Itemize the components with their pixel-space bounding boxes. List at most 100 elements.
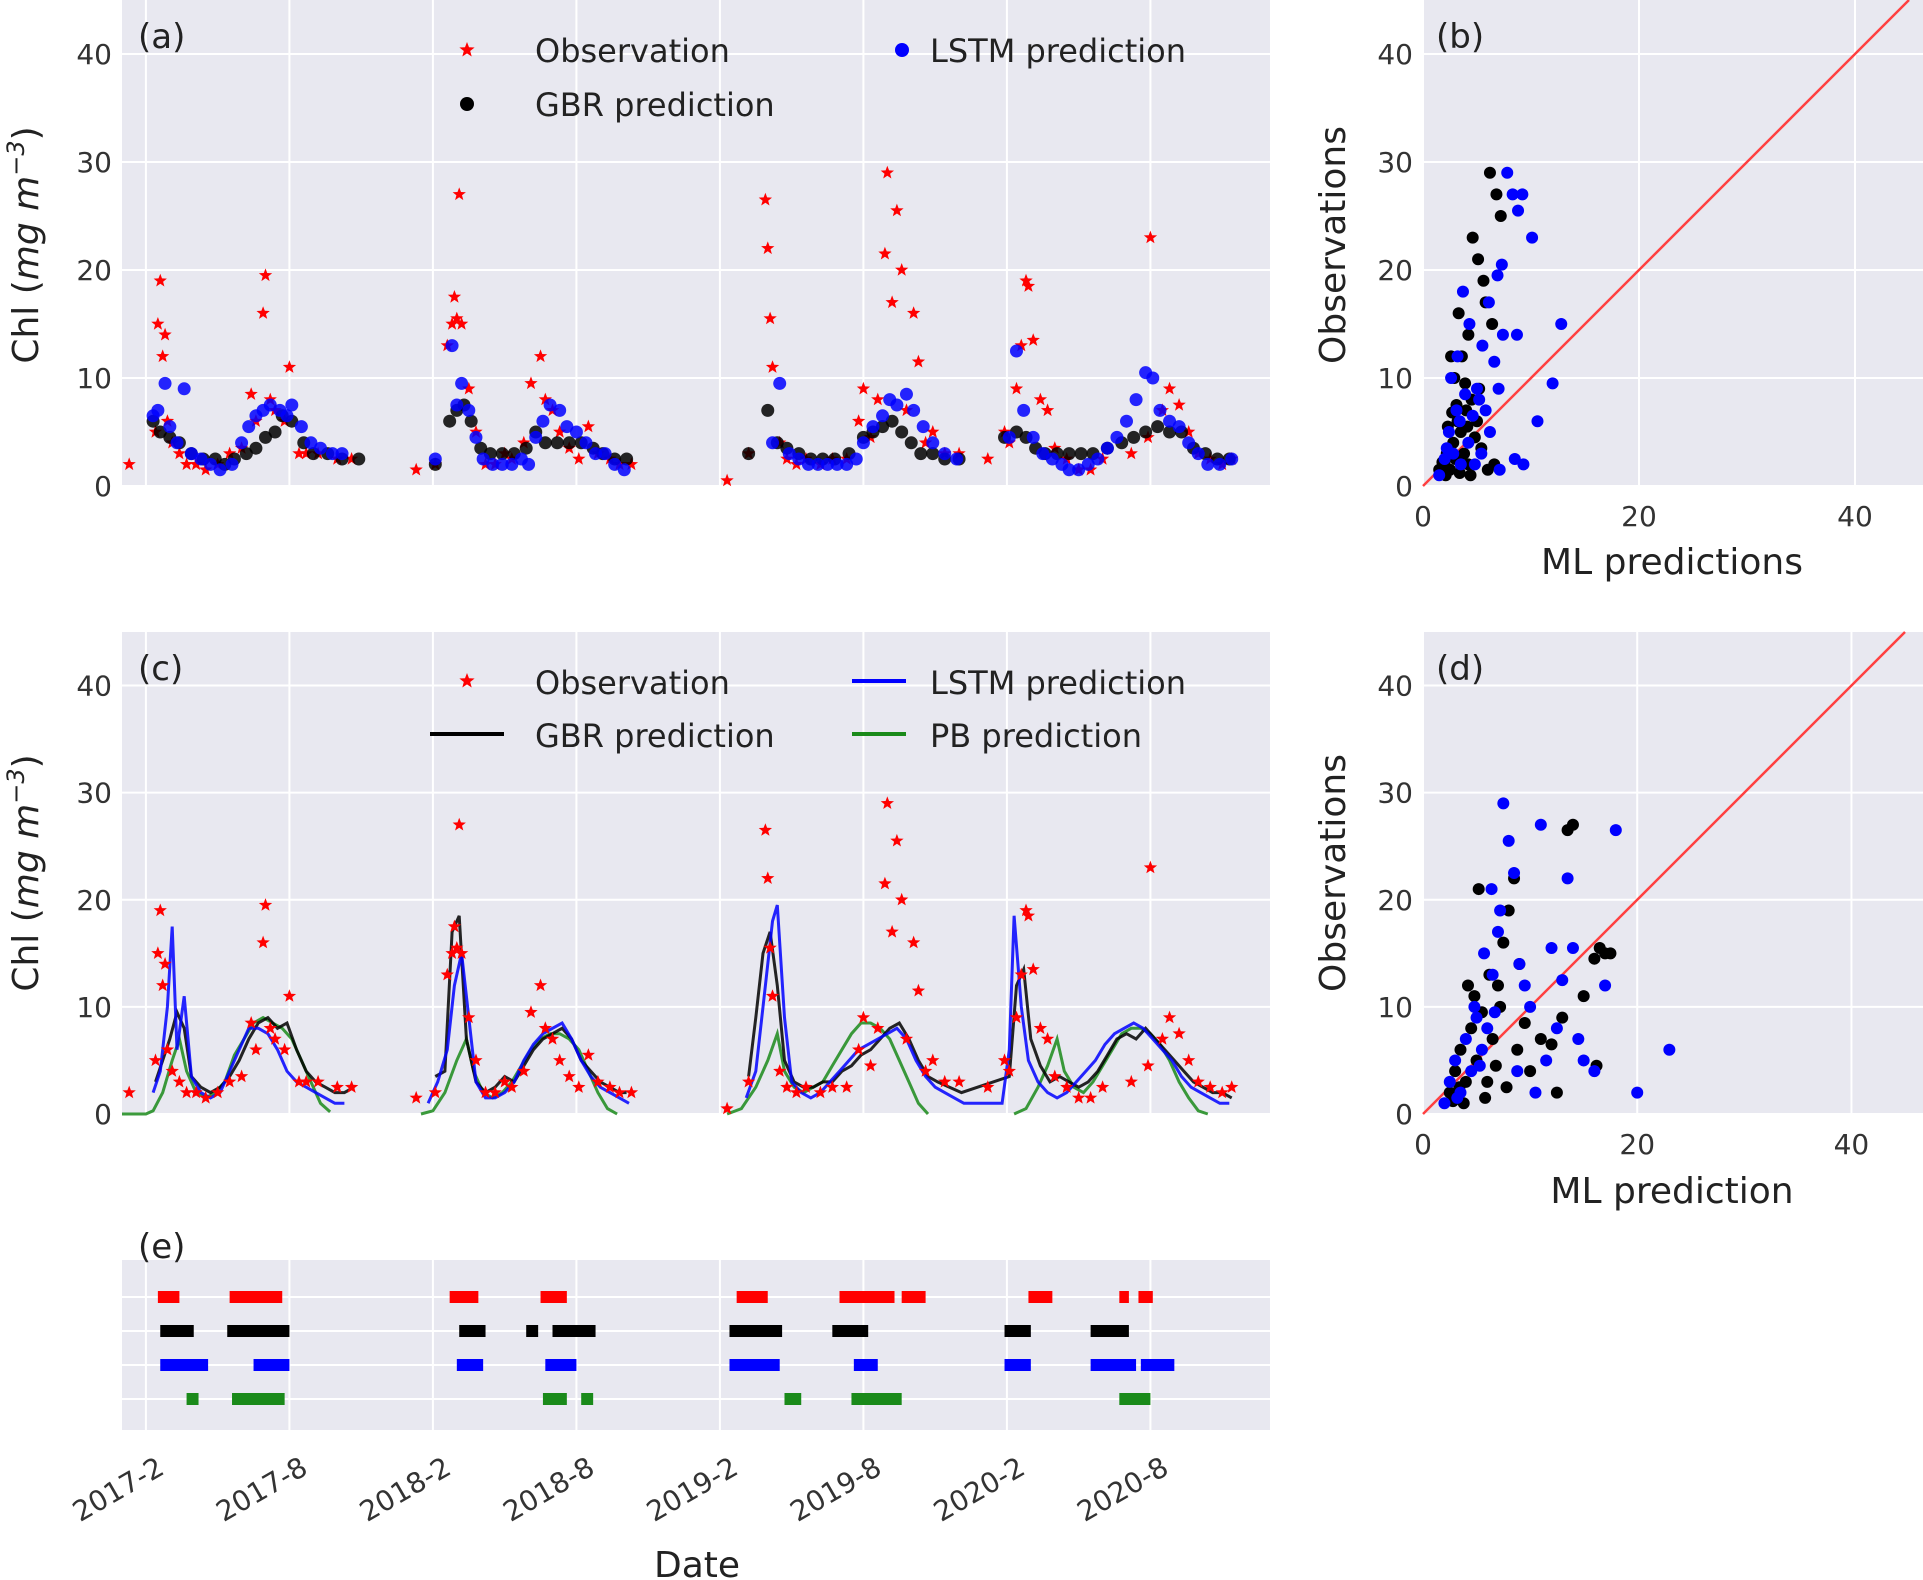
lstm-point xyxy=(1486,968,1499,981)
lstm-point xyxy=(1471,382,1483,395)
lstm-event-bar xyxy=(1140,1359,1175,1371)
gbr-point xyxy=(538,436,552,450)
x-tick-label: 0 xyxy=(1414,500,1432,533)
observation-star xyxy=(533,978,548,992)
gbr-point xyxy=(1462,328,1475,341)
x-tick-label: 2019-8 xyxy=(785,1450,887,1528)
observation-star xyxy=(997,1053,1012,1067)
observation-star xyxy=(852,414,866,427)
observation-star xyxy=(981,452,995,465)
observation-star xyxy=(469,1053,483,1067)
observation-star xyxy=(517,1064,531,1077)
observation-star xyxy=(440,967,454,981)
lstm-event-bar xyxy=(1004,1359,1031,1371)
observation-star xyxy=(256,306,270,319)
pb-event-bar xyxy=(542,1393,567,1405)
gbr-point xyxy=(239,447,253,461)
panel-a-time-series-scatter: 0 10 20 30 40 (a) Observation LSTM predictio… xyxy=(2,0,1270,503)
gbr-point xyxy=(153,425,167,439)
lstm-point xyxy=(1546,377,1559,390)
panel-b-y-axis-label: Observations xyxy=(1313,126,1354,364)
observation-star xyxy=(428,1085,442,1099)
gbr-point xyxy=(464,414,478,428)
lstm-point xyxy=(235,436,249,450)
lstm-point xyxy=(1453,415,1466,428)
lstm-point xyxy=(1213,457,1227,471)
lstm-point xyxy=(242,420,256,434)
lstm-point xyxy=(536,414,550,428)
lstm-point xyxy=(1182,436,1196,450)
lstm-point xyxy=(1518,979,1531,992)
panel-d-label: (d) xyxy=(1436,649,1484,689)
observation-star xyxy=(199,1090,213,1104)
observation-event-bar xyxy=(449,1291,479,1303)
observation-star xyxy=(179,1085,194,1099)
gbr-point xyxy=(1479,1091,1492,1104)
panel-b-ticks: 0 20 40 0 10 20 30 40 xyxy=(1377,38,1872,533)
gbr-point xyxy=(1454,1043,1467,1056)
observation-star xyxy=(282,360,297,373)
lstm-point xyxy=(450,398,464,412)
observation-star xyxy=(151,317,165,330)
observation-star xyxy=(524,376,538,390)
ylabel-exponent: −3 xyxy=(2,140,30,175)
lstm-point xyxy=(821,457,835,471)
observation-star xyxy=(158,957,172,970)
panel-c-y-axis-label: Chl (mg m−3) xyxy=(2,754,47,991)
gbr-event-bar xyxy=(160,1325,194,1337)
observation-star xyxy=(122,1085,136,1099)
gbr-point xyxy=(1486,1033,1499,1046)
lstm-point xyxy=(782,447,796,461)
lstm-point xyxy=(1443,1075,1456,1088)
gbr-point xyxy=(1452,307,1465,320)
lstm-point xyxy=(158,376,172,390)
legend-lstm-label: LSTM prediction xyxy=(930,664,1186,702)
panel-d-x-axis-label: ML prediction xyxy=(1550,1171,1793,1212)
lstm-point xyxy=(163,420,177,434)
observation-star xyxy=(223,1074,237,1088)
lstm-point xyxy=(469,430,483,444)
observation-event-bar xyxy=(540,1291,567,1303)
gbr-point xyxy=(1518,1016,1531,1029)
gbr-point xyxy=(1497,936,1510,949)
observation-star xyxy=(179,457,194,471)
observation-star xyxy=(153,903,167,917)
observation-star xyxy=(478,1085,493,1099)
lstm-point xyxy=(1572,1033,1585,1046)
gbr-point xyxy=(1449,1065,1462,1078)
pb-event-bar xyxy=(851,1393,902,1405)
lstm-point xyxy=(1009,344,1023,358)
observation-star xyxy=(263,1021,277,1034)
observation-star xyxy=(1182,1053,1196,1067)
y-tick-label: 30 xyxy=(1377,777,1413,810)
gbr-point xyxy=(1472,253,1485,266)
observation-star xyxy=(773,1064,787,1077)
lstm-point xyxy=(792,452,806,466)
lstm-point xyxy=(522,457,536,471)
lstm-point xyxy=(1451,350,1464,363)
observation-star xyxy=(299,1074,313,1088)
lstm-point xyxy=(1476,339,1489,352)
lstm-point xyxy=(1517,458,1530,471)
lstm-point xyxy=(1506,188,1519,201)
lstm-point xyxy=(1497,797,1510,810)
observation-star xyxy=(258,898,273,911)
observation-star xyxy=(840,1080,854,1093)
legend-lstm-label: LSTM prediction xyxy=(930,32,1186,70)
observation-star xyxy=(1026,333,1040,346)
observation-star xyxy=(799,1080,813,1093)
legend-gbr-marker xyxy=(460,97,474,111)
x-tick-label: 20 xyxy=(1619,1128,1655,1161)
observation-star xyxy=(148,1053,163,1067)
lstm-point xyxy=(1473,393,1486,406)
lstm-point xyxy=(1449,1054,1462,1067)
lstm-point xyxy=(1524,1000,1537,1013)
observation-star xyxy=(581,1048,595,1061)
observation-star xyxy=(895,892,909,906)
lstm-point xyxy=(294,420,308,434)
x-tick-label: 2017-2 xyxy=(67,1450,169,1528)
observation-star xyxy=(234,1069,249,1083)
lstm-point xyxy=(1588,1065,1601,1078)
panel-a-grid xyxy=(122,0,1270,487)
lstm-point xyxy=(263,398,277,412)
